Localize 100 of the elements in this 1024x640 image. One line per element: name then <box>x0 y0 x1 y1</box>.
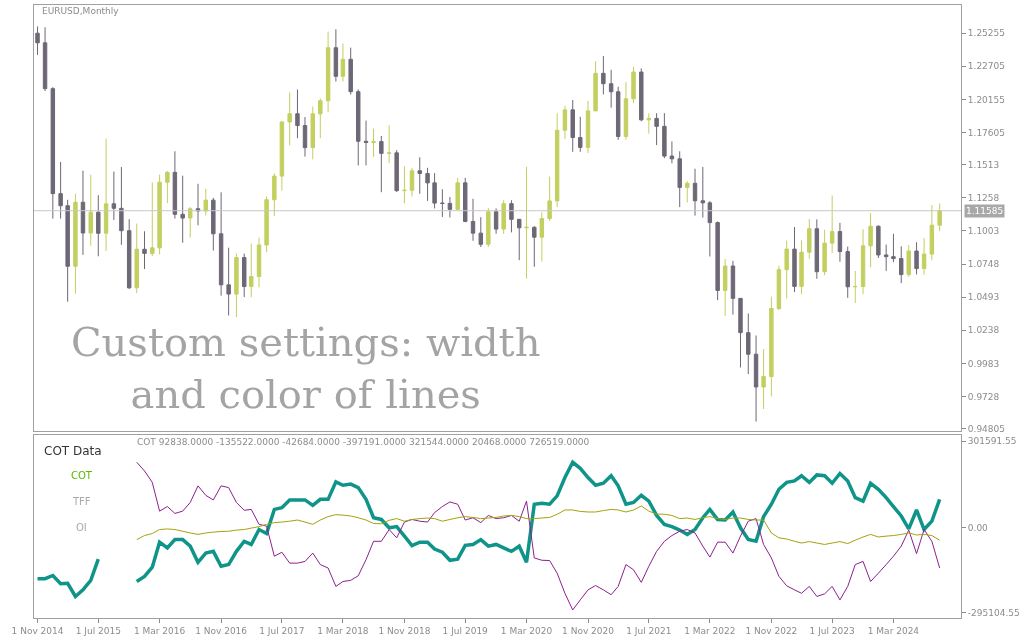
x-tick-label: 1 Jul 2023 <box>809 625 855 636</box>
x-tick-label: 1 Nov 2016 <box>195 625 248 636</box>
y-tick-label: 1.1003 <box>967 226 1000 237</box>
candlestick <box>776 265 782 311</box>
x-tick-label: 1 Jul 2021 <box>626 625 672 636</box>
candlestick <box>226 247 231 316</box>
candlestick <box>486 207 491 248</box>
candlestick <box>761 348 766 410</box>
candlestick <box>103 138 109 252</box>
candlestick <box>256 237 262 288</box>
candlestick <box>493 207 499 235</box>
candlestick <box>111 171 117 221</box>
candlestick <box>883 244 889 272</box>
candlestick <box>409 167 415 197</box>
y-tick-label: 0.00 <box>967 522 989 533</box>
candlestick <box>348 47 353 96</box>
y-tick-label: 1.1513 <box>967 159 1000 170</box>
annotation: OI <box>76 522 87 533</box>
candlestick <box>738 297 743 368</box>
candlestick <box>799 239 804 295</box>
candlestick <box>302 116 308 158</box>
candlestick <box>631 66 636 104</box>
x-tick-label: 1 Jul 2017 <box>259 625 305 636</box>
candlestick <box>509 199 514 233</box>
candlestick <box>402 165 407 204</box>
candlestick <box>203 188 209 216</box>
candlestick <box>685 180 690 203</box>
candlestick <box>769 296 774 397</box>
candlestick <box>356 88 361 166</box>
y-tick-label: 1.25255 <box>967 28 1006 39</box>
candlestick <box>837 222 843 263</box>
candlestick <box>417 156 422 195</box>
annotation: Custom settings: width and color of lines <box>71 319 541 417</box>
candlestick <box>707 200 713 258</box>
candlestick <box>807 218 812 260</box>
candlestick <box>730 260 736 316</box>
candlestick <box>501 199 506 235</box>
annotation: COT <box>71 470 93 481</box>
candlestick <box>853 270 858 304</box>
candlestick <box>180 175 185 244</box>
candlestick <box>394 149 399 193</box>
candlestick <box>447 196 453 218</box>
annotation: COT Data <box>44 444 102 458</box>
candlestick <box>814 218 820 280</box>
candlestick <box>340 42 346 82</box>
candlestick <box>279 120 285 192</box>
candlestick <box>654 112 659 146</box>
candlestick <box>379 135 384 193</box>
candlestick <box>134 223 139 294</box>
candlestick <box>42 26 48 92</box>
candlestick <box>784 240 789 299</box>
candlestick <box>150 181 155 257</box>
ref-line-label: 1.11585 <box>966 206 1004 216</box>
candlestick <box>906 244 911 278</box>
y-tick-label: 1.0238 <box>967 325 1000 336</box>
candlestick <box>608 69 614 109</box>
candlestick <box>218 191 224 297</box>
candlestick <box>119 166 124 246</box>
candlestick <box>547 175 552 222</box>
y-tick-label: 0.9728 <box>967 391 1000 402</box>
y-tick-label: 1.0748 <box>967 259 1000 270</box>
candlestick <box>562 105 568 140</box>
candlestick <box>35 25 40 56</box>
candlestick <box>517 218 522 261</box>
candlestick <box>532 225 537 268</box>
candlestick <box>50 86 56 220</box>
candlestick <box>876 224 881 259</box>
y-tick-label: 301591.55 <box>967 436 1017 447</box>
candlestick <box>58 161 63 220</box>
candlestick <box>187 206 193 239</box>
y-tick-label: -295104.55 <box>967 607 1020 618</box>
candlestick <box>195 183 201 226</box>
candlestick <box>249 243 254 298</box>
candlestick <box>272 172 277 217</box>
candlestick <box>96 194 101 257</box>
candlestick <box>753 335 759 423</box>
candlestick <box>524 166 529 280</box>
candlestick <box>126 218 132 290</box>
candlestick <box>570 99 575 153</box>
candlestick <box>386 124 392 164</box>
candlestick <box>914 241 919 275</box>
candlestick <box>639 67 644 122</box>
candlestick <box>891 233 896 263</box>
candlestick <box>287 91 292 146</box>
candlestick <box>746 312 751 375</box>
candlestick <box>623 81 629 141</box>
candlestick <box>715 220 720 301</box>
candlestick <box>868 212 873 268</box>
y-tick-label: 0.9983 <box>967 358 1000 369</box>
candlestick <box>593 60 598 112</box>
candlestick <box>792 226 797 293</box>
candlestick <box>921 237 927 276</box>
x-tick-label: 1 Mar 2022 <box>684 625 736 636</box>
candlestick <box>432 172 437 209</box>
candlestick <box>937 203 942 232</box>
candlestick <box>425 167 430 202</box>
candlestick <box>692 168 698 217</box>
candlestick <box>463 177 468 223</box>
annotation: TFF <box>72 496 91 507</box>
x-tick-label: 1 Nov 2014 <box>11 625 64 636</box>
